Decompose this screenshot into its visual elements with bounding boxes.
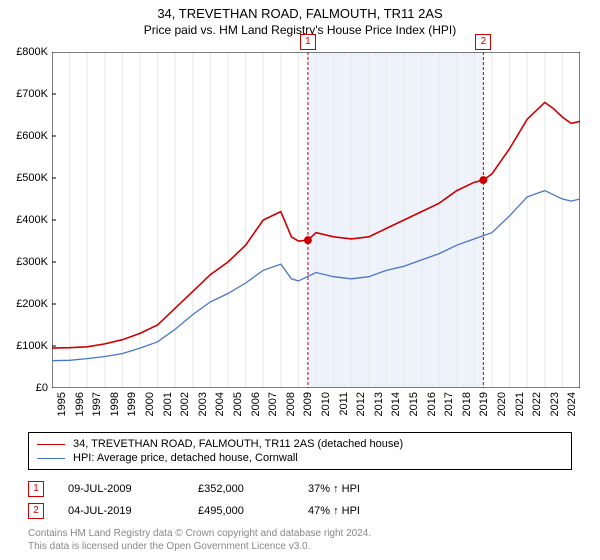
x-tick-label: 2017 bbox=[443, 392, 455, 416]
x-tick-label: 1996 bbox=[74, 392, 86, 416]
y-tick-label: £800K bbox=[16, 46, 48, 58]
x-tick-label: 2015 bbox=[408, 392, 420, 416]
x-tick-label: 2005 bbox=[232, 392, 244, 416]
x-tick-label: 2000 bbox=[144, 392, 156, 416]
sales-date: 04-JUL-2019 bbox=[68, 505, 198, 517]
x-tick-label: 2023 bbox=[549, 392, 561, 416]
chart-title: 34, TREVETHAN ROAD, FALMOUTH, TR11 2AS bbox=[0, 0, 600, 21]
sales-table: 1 09-JUL-2009£352,00037% ↑ HPI 2 04-JUL-201… bbox=[28, 478, 418, 522]
y-tick-label: £200K bbox=[16, 298, 48, 310]
sale-marker-1: 1 bbox=[300, 34, 316, 50]
x-tick-label: 2022 bbox=[531, 392, 543, 416]
sales-row: 2 04-JUL-2019£495,00047% ↑ HPI bbox=[28, 500, 418, 522]
y-tick-label: £500K bbox=[16, 172, 48, 184]
legend-row: 34, TREVETHAN ROAD, FALMOUTH, TR11 2AS (… bbox=[37, 437, 563, 451]
x-tick-label: 2016 bbox=[426, 392, 438, 416]
sales-delta: 47% ↑ HPI bbox=[308, 505, 418, 517]
x-tick-label: 2014 bbox=[390, 392, 402, 416]
chart-svg bbox=[52, 52, 580, 388]
x-tick-label: 1995 bbox=[56, 392, 68, 416]
x-tick-label: 2007 bbox=[267, 392, 279, 416]
y-tick-label: £600K bbox=[16, 130, 48, 142]
x-tick-label: 2002 bbox=[179, 392, 191, 416]
sales-marker-box: 1 bbox=[28, 481, 44, 497]
x-tick-label: 1999 bbox=[126, 392, 138, 416]
sale-marker-2: 2 bbox=[475, 34, 491, 50]
sales-row: 1 09-JUL-2009£352,00037% ↑ HPI bbox=[28, 478, 418, 500]
x-tick-label: 2011 bbox=[338, 392, 350, 416]
x-tick-label: 2013 bbox=[373, 392, 385, 416]
footer-attribution: Contains HM Land Registry data © Crown c… bbox=[28, 528, 371, 553]
x-tick-label: 2008 bbox=[285, 392, 297, 416]
sales-price: £495,000 bbox=[198, 505, 308, 517]
footer-line-2: This data is licensed under the Open Gov… bbox=[28, 541, 371, 554]
sales-date: 09-JUL-2009 bbox=[68, 483, 198, 495]
x-tick-label: 2010 bbox=[320, 392, 332, 416]
x-tick-label: 1998 bbox=[109, 392, 121, 416]
x-tick-label: 2006 bbox=[250, 392, 262, 416]
x-tick-label: 2001 bbox=[162, 392, 174, 416]
x-tick-label: 2004 bbox=[214, 392, 226, 416]
y-tick-label: £400K bbox=[16, 214, 48, 226]
legend-label: 34, TREVETHAN ROAD, FALMOUTH, TR11 2AS (… bbox=[73, 438, 403, 450]
y-tick-label: £0 bbox=[36, 382, 48, 394]
chart-container: 34, TREVETHAN ROAD, FALMOUTH, TR11 2AS P… bbox=[0, 0, 600, 560]
legend-swatch bbox=[37, 458, 65, 459]
y-tick-label: £300K bbox=[16, 256, 48, 268]
chart-plot-area: 12 bbox=[52, 52, 580, 388]
sales-delta: 37% ↑ HPI bbox=[308, 483, 418, 495]
legend-box: 34, TREVETHAN ROAD, FALMOUTH, TR11 2AS (… bbox=[28, 432, 572, 470]
sales-price: £352,000 bbox=[198, 483, 308, 495]
x-tick-label: 1997 bbox=[91, 392, 103, 416]
x-tick-label: 2024 bbox=[566, 392, 578, 416]
footer-line-1: Contains HM Land Registry data © Crown c… bbox=[28, 528, 371, 541]
x-tick-label: 2020 bbox=[496, 392, 508, 416]
y-tick-label: £100K bbox=[16, 340, 48, 352]
x-tick-label: 2012 bbox=[355, 392, 367, 416]
y-tick-label: £700K bbox=[16, 88, 48, 100]
x-axis: 1995 1996 1997 1998 1999 2000 2001 2002 2003 2004… bbox=[52, 390, 580, 432]
legend-row: HPI: Average price, detached house, Corn… bbox=[37, 451, 563, 465]
legend-label: HPI: Average price, detached house, Corn… bbox=[73, 452, 298, 464]
x-tick-label: 2018 bbox=[461, 392, 473, 416]
legend-swatch bbox=[37, 444, 65, 445]
y-axis: £0£100K£200K£300K£400K£500K£600K£700K£80… bbox=[0, 52, 50, 388]
x-tick-label: 2003 bbox=[197, 392, 209, 416]
sales-marker-box: 2 bbox=[28, 503, 44, 519]
x-tick-label: 2021 bbox=[514, 392, 526, 416]
x-tick-label: 2019 bbox=[478, 392, 490, 416]
x-tick-label: 2009 bbox=[302, 392, 314, 416]
